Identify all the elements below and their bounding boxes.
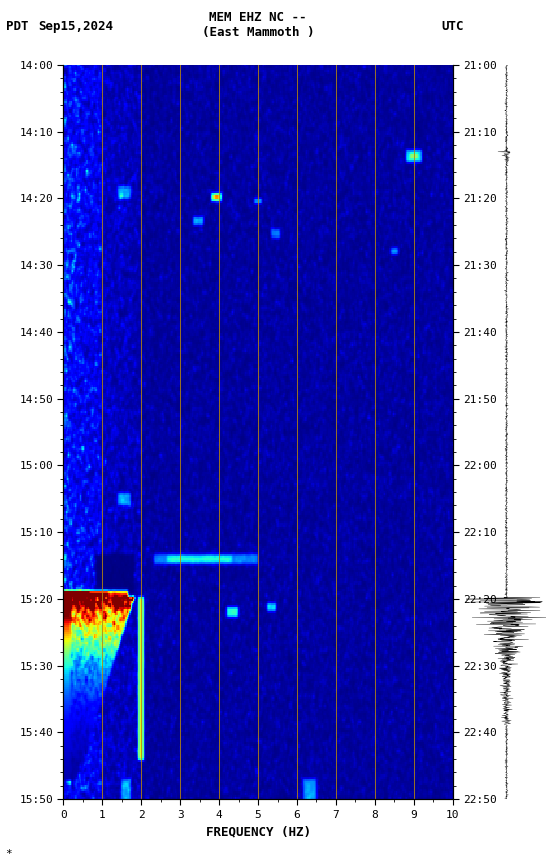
Text: UTC: UTC [442,20,464,33]
X-axis label: FREQUENCY (HZ): FREQUENCY (HZ) [205,825,311,838]
Text: *: * [6,849,12,859]
Text: PDT: PDT [6,20,28,33]
Text: MEM EHZ NC --: MEM EHZ NC -- [209,11,307,24]
Text: (East Mammoth ): (East Mammoth ) [202,26,314,39]
Text: Sep15,2024: Sep15,2024 [39,20,114,33]
